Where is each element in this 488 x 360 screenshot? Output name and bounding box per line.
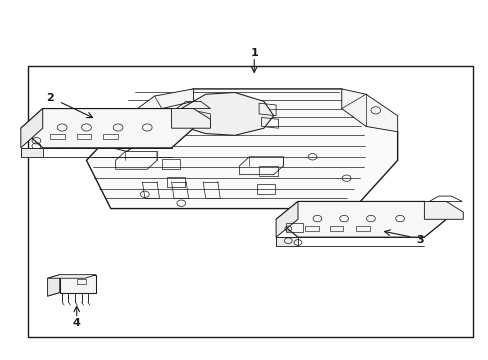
Polygon shape [276,237,297,246]
Polygon shape [276,202,297,237]
Polygon shape [424,202,462,219]
Polygon shape [21,109,42,148]
Text: 4: 4 [73,318,81,328]
Polygon shape [60,275,96,293]
Polygon shape [86,89,397,208]
Polygon shape [176,93,273,135]
Polygon shape [21,109,193,148]
Text: 1: 1 [250,48,258,58]
Bar [28,66,472,337]
Polygon shape [276,202,446,237]
Polygon shape [171,109,210,128]
Polygon shape [130,89,193,123]
Polygon shape [47,275,96,278]
Polygon shape [21,148,42,157]
Polygon shape [112,109,162,152]
Text: 3: 3 [416,235,424,245]
Text: 2: 2 [46,93,54,103]
Polygon shape [341,89,397,132]
Polygon shape [47,275,60,296]
